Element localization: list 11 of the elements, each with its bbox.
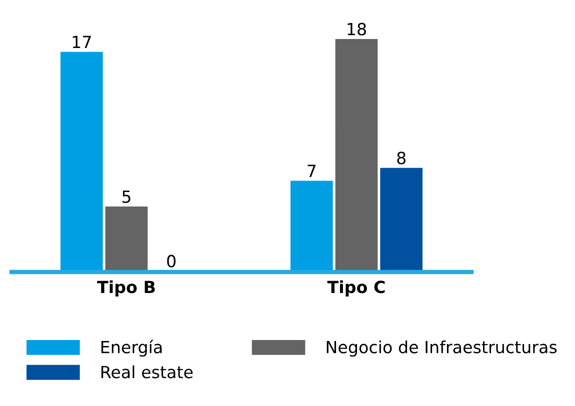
x-tick-label: Tipo B	[97, 280, 155, 296]
data-label: 5	[122, 190, 130, 203]
legend-label: Real estate	[101, 365, 193, 378]
legend-label: Energía	[101, 340, 162, 357]
x-tick-label: Tipo C	[327, 280, 385, 296]
data-label: 18	[348, 22, 366, 36]
legend-label: Negocio de Infraestructuras	[326, 340, 557, 357]
data-label: 0	[167, 254, 176, 268]
data-label: 17	[72, 36, 91, 48]
data-label: 8	[397, 152, 406, 164]
data-label: 7	[308, 164, 316, 177]
